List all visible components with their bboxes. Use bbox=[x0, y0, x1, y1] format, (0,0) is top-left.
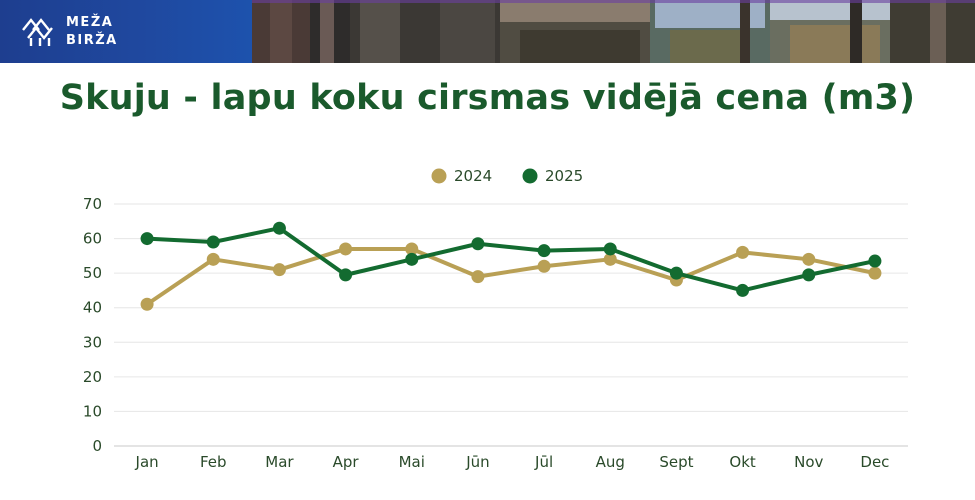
header-banner: MEŽA BIRŽA bbox=[0, 0, 975, 63]
data-point-2025 bbox=[140, 232, 154, 246]
y-tick-label: 30 bbox=[83, 333, 102, 351]
x-tick-label: Mar bbox=[265, 453, 294, 471]
logo[interactable]: MEŽA BIRŽA bbox=[0, 0, 252, 63]
chart-title: Skuju - lapu koku cirsmas vidējā cena (m… bbox=[59, 78, 916, 118]
data-point-2024 bbox=[206, 252, 220, 266]
y-tick-label: 0 bbox=[92, 437, 102, 455]
series-line-2024 bbox=[145, 246, 877, 307]
legend-label-2024: 2024 bbox=[454, 167, 492, 185]
forest-photo bbox=[250, 0, 975, 63]
logo-line2: BIRŽA bbox=[66, 33, 118, 48]
data-point-2025 bbox=[272, 221, 286, 235]
data-point-2025 bbox=[868, 254, 882, 268]
x-tick-label: Feb bbox=[200, 453, 227, 471]
data-point-2024 bbox=[868, 266, 882, 280]
x-tick-label: Jūl bbox=[534, 453, 553, 471]
x-tick-label: Okt bbox=[729, 453, 755, 471]
data-point-2024 bbox=[736, 245, 750, 259]
data-point-2025 bbox=[339, 268, 353, 282]
data-point-2024 bbox=[802, 252, 816, 266]
logo-wordmark: MEŽA BIRŽA bbox=[66, 14, 118, 50]
y-tick-label: 40 bbox=[83, 299, 102, 317]
x-tick-label: Apr bbox=[333, 453, 360, 471]
y-tick-label: 60 bbox=[83, 230, 102, 248]
data-point-2025 bbox=[736, 283, 750, 297]
data-point-2025 bbox=[405, 252, 419, 266]
y-tick-label: 50 bbox=[83, 264, 102, 282]
data-point-2024 bbox=[537, 259, 551, 273]
data-point-2025 bbox=[802, 268, 816, 282]
x-tick-label: Mai bbox=[399, 453, 425, 471]
line-chart: 0 10 20 30 40 50 60 70 Jan Feb Mar Apr Mai Jūn Jūl Aug S… bbox=[83, 167, 908, 471]
data-point-2025 bbox=[537, 244, 551, 258]
legend-marker-2024 bbox=[431, 168, 447, 184]
x-tick-label: Sept bbox=[659, 453, 693, 471]
x-tick-label: Jan bbox=[135, 453, 159, 471]
x-tick-label: Jūn bbox=[465, 453, 489, 471]
x-tick-label: Dec bbox=[860, 453, 889, 471]
y-tick-label: 70 bbox=[83, 195, 102, 213]
series-line-2025 bbox=[145, 226, 877, 293]
data-point-2025 bbox=[471, 237, 485, 251]
data-point-2024 bbox=[471, 270, 485, 284]
legend-label-2025: 2025 bbox=[545, 167, 583, 185]
data-point-2024 bbox=[272, 263, 286, 277]
tree-logo-icon bbox=[22, 18, 53, 46]
data-point-2025 bbox=[206, 235, 220, 249]
logo-line1: MEŽA bbox=[66, 15, 114, 30]
y-tick-label: 20 bbox=[83, 368, 102, 386]
data-point-2025 bbox=[603, 242, 617, 256]
data-point-2025 bbox=[669, 266, 683, 280]
data-point-2024 bbox=[405, 242, 419, 256]
y-tick-label: 10 bbox=[83, 402, 102, 420]
data-point-2024 bbox=[339, 242, 353, 256]
legend-marker-2025 bbox=[522, 168, 538, 184]
x-tick-label: Nov bbox=[794, 453, 823, 471]
data-point-2024 bbox=[140, 297, 154, 311]
x-tick-label: Aug bbox=[596, 453, 625, 471]
data-point-2024 bbox=[603, 252, 617, 266]
